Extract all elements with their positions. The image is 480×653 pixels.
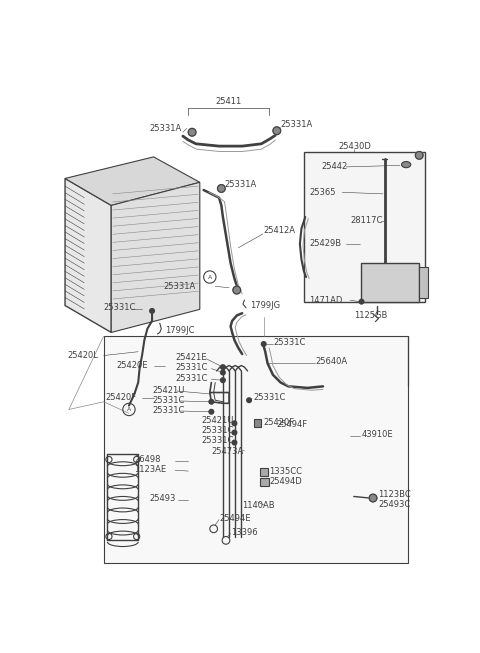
Circle shape [415,151,423,159]
Text: 1335CC: 1335CC [269,466,302,475]
Circle shape [232,421,237,426]
Text: 25494D: 25494D [269,477,302,486]
Bar [361,263,419,302]
Circle shape [221,378,225,383]
Text: 25430D: 25430D [338,142,371,151]
Circle shape [232,440,237,445]
Text: 1140AB: 1140AB [242,502,275,510]
Text: 43910E: 43910E [361,430,393,439]
Text: 25493C: 25493C [378,500,411,509]
Text: 25429B: 25429B [309,240,341,248]
Text: 25420L: 25420L [67,351,98,360]
Text: 25421E: 25421E [175,353,207,362]
Circle shape [262,342,266,346]
Text: 26498: 26498 [134,455,161,464]
Circle shape [369,494,377,502]
Circle shape [209,400,214,404]
Text: 25412A: 25412A [263,227,295,235]
Circle shape [359,299,364,304]
Text: 25331A: 25331A [164,281,196,291]
Text: 25442: 25442 [322,163,348,171]
Text: 25640A: 25640A [315,357,348,366]
Text: 25494E: 25494E [219,515,251,523]
Text: 25331C: 25331C [152,406,184,415]
Text: 25411: 25411 [215,97,241,106]
Text: 28117C: 28117C [350,216,383,225]
Text: 25331C: 25331C [201,426,234,435]
Text: 25331A: 25331A [281,120,313,129]
Polygon shape [65,178,111,332]
Text: 1123AE: 1123AE [134,465,167,474]
Text: 25420E: 25420E [117,361,148,370]
Bar [254,419,262,427]
Circle shape [221,365,225,370]
Text: 25331C: 25331C [104,304,136,312]
Text: 25331C: 25331C [201,436,234,445]
Circle shape [221,370,225,375]
Text: 25493: 25493 [150,494,176,503]
Text: 25365: 25365 [309,188,336,197]
Circle shape [247,398,252,402]
Circle shape [233,286,240,294]
Text: A: A [127,407,131,412]
Bar [304,151,425,302]
Bar [104,336,408,564]
Text: 25420F: 25420F [106,393,137,402]
Text: 13396: 13396 [230,528,257,537]
Text: 25331C: 25331C [175,374,207,383]
Text: 25331A: 25331A [225,180,257,189]
Bar [419,267,429,298]
Text: 25473A: 25473A [211,447,243,456]
Text: 25331C: 25331C [273,338,305,347]
Circle shape [209,409,214,414]
Text: A: A [208,274,212,279]
Circle shape [188,129,196,136]
Text: 1123BC: 1123BC [378,490,411,499]
Text: 25331C: 25331C [152,396,184,405]
Text: 1799JC: 1799JC [165,326,195,336]
Text: 25331C: 25331C [254,393,286,402]
Text: 1799JG: 1799JG [250,301,280,310]
Text: 25421U: 25421U [201,416,234,424]
Circle shape [273,127,281,135]
Ellipse shape [402,161,411,168]
Text: 25421U: 25421U [152,386,184,394]
Text: 1125GB: 1125GB [354,311,387,320]
Bar [260,468,267,475]
Circle shape [232,430,237,435]
Text: 25494F: 25494F [277,421,308,430]
Polygon shape [65,157,200,206]
Bar [260,478,269,486]
Circle shape [150,309,155,313]
Polygon shape [111,182,200,332]
Text: 25331A: 25331A [150,124,182,133]
Text: 1471AD: 1471AD [309,296,343,304]
Circle shape [217,185,225,193]
Text: 25331C: 25331C [175,362,207,372]
Text: 25420F: 25420F [263,418,294,427]
